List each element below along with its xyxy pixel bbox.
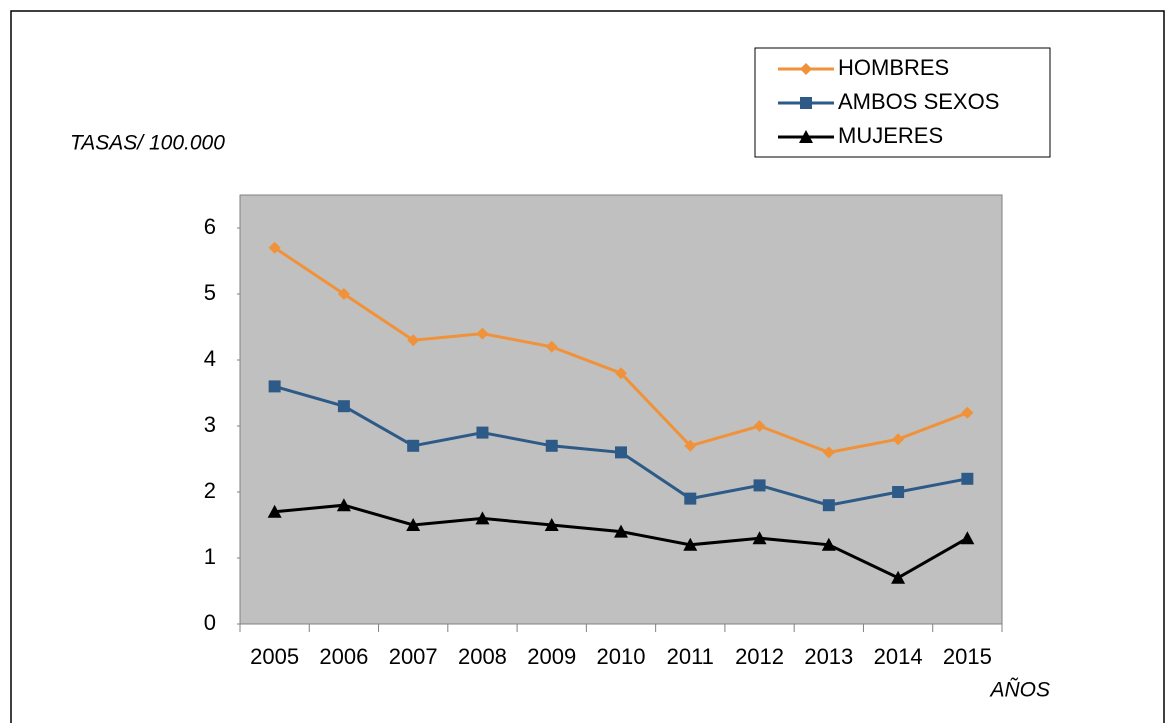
legend-label: AMBOS SEXOS — [838, 89, 999, 114]
marker — [799, 130, 813, 143]
marker — [545, 439, 558, 452]
marker — [406, 518, 421, 531]
x-tick-label: 2014 — [874, 644, 923, 669]
marker — [476, 426, 489, 439]
y-tick-label: 6 — [204, 214, 216, 239]
marker — [615, 367, 627, 380]
marker — [822, 446, 835, 459]
marker — [753, 479, 766, 492]
y-tick-label: 1 — [204, 544, 216, 569]
y-axis-label: TASAS/ 100.000 — [70, 132, 225, 155]
marker — [961, 406, 974, 419]
x-tick-label: 2007 — [389, 644, 438, 669]
marker — [268, 380, 281, 393]
x-tick-label: 2009 — [527, 644, 576, 669]
y-tick-label: 5 — [204, 280, 216, 305]
marker — [892, 433, 905, 446]
marker — [684, 439, 697, 452]
x-tick-label: 2005 — [250, 644, 299, 669]
marker — [337, 400, 350, 413]
marker — [267, 504, 282, 518]
marker — [407, 334, 420, 347]
marker — [476, 327, 489, 340]
y-tick-label: 2 — [204, 478, 216, 503]
marker — [615, 446, 627, 459]
legend-label: MUJERES — [838, 123, 943, 148]
x-tick-label: 2006 — [319, 644, 368, 669]
marker — [892, 486, 905, 498]
marker — [336, 498, 351, 512]
marker — [337, 288, 350, 300]
y-tick-label: 3 — [204, 412, 216, 437]
x-tick-label: 2015 — [943, 644, 992, 669]
marker — [545, 340, 558, 353]
plot-area — [239, 194, 1003, 625]
marker — [753, 420, 766, 432]
marker — [544, 518, 559, 531]
x-tick-label: 2011 — [667, 644, 714, 669]
marker — [268, 241, 281, 254]
legend-label: HOMBRES — [838, 55, 949, 80]
marker — [684, 492, 697, 505]
y-tick-label: 0 — [204, 610, 216, 635]
marker — [821, 537, 836, 551]
marker — [800, 63, 812, 75]
marker — [961, 472, 974, 485]
marker — [683, 537, 698, 551]
marker — [891, 570, 906, 584]
marker — [475, 511, 490, 525]
marker — [407, 439, 420, 452]
marker — [822, 499, 835, 512]
marker — [800, 97, 812, 109]
x-tick-label: 2012 — [735, 644, 784, 669]
x-tick-label: 2013 — [804, 644, 853, 669]
marker — [960, 531, 975, 545]
y-tick-label: 4 — [204, 346, 216, 371]
marker — [614, 524, 628, 538]
x-axis-label: AÑOS — [988, 678, 1050, 702]
x-tick-label: 2010 — [597, 644, 646, 669]
x-tick-label: 2008 — [458, 644, 507, 669]
marker — [752, 531, 767, 545]
